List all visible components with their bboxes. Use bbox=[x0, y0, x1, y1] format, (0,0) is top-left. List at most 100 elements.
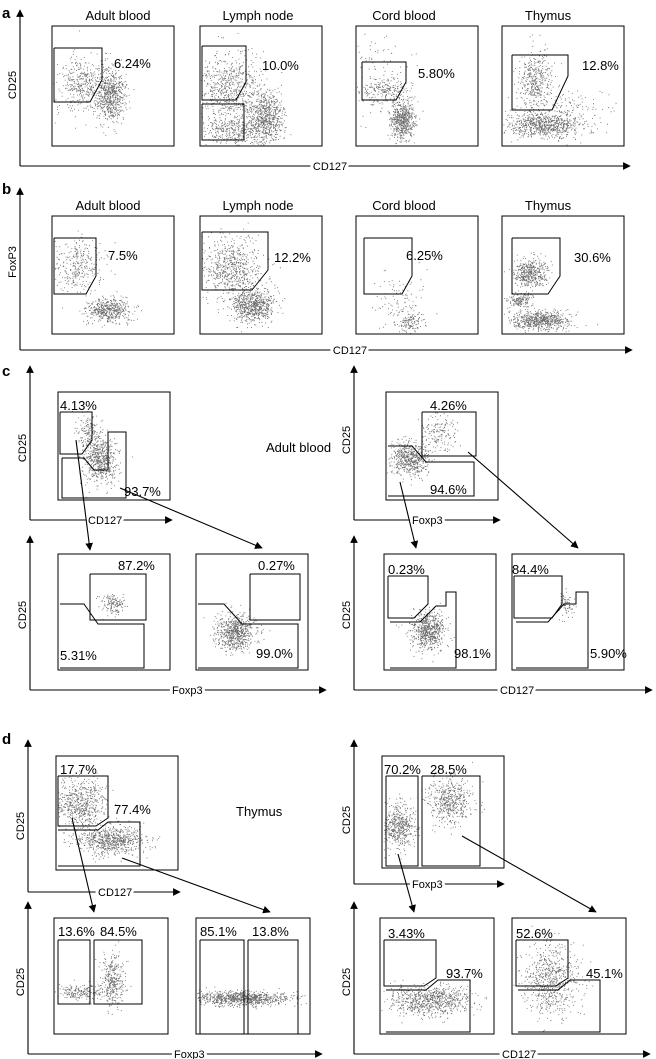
gating-arrow bbox=[397, 853, 416, 913]
plot-frame bbox=[55, 755, 179, 871]
gate bbox=[249, 573, 301, 621]
event-dots bbox=[503, 252, 599, 333]
gate bbox=[421, 411, 477, 457]
plot-title: Lymph node bbox=[222, 198, 293, 213]
y-axis-label: CD25 bbox=[17, 434, 29, 462]
plot-adult-blood: Adult blood 6.24% bbox=[51, 8, 175, 147]
gate-percent-hi: 4.26% bbox=[430, 398, 467, 413]
plot-frame bbox=[57, 553, 171, 671]
gate-percent: 7.5% bbox=[108, 248, 138, 263]
gate bbox=[383, 939, 437, 987]
gate-percent: 5.80% bbox=[418, 66, 455, 81]
gate bbox=[201, 231, 269, 291]
gate-b bbox=[93, 939, 143, 1005]
gate-b bbox=[247, 939, 299, 1035]
event-dots-path bbox=[197, 984, 307, 1010]
gate-percent: 30.6% bbox=[574, 250, 611, 265]
panel-letter-d: d bbox=[2, 731, 11, 748]
y-axis-label: CD25 bbox=[341, 601, 353, 629]
event-dots-path bbox=[201, 33, 292, 146]
event-dots-path bbox=[503, 252, 599, 333]
gate-percent-a: 13.6% bbox=[58, 924, 95, 939]
x-axis-label: CD127 bbox=[313, 161, 347, 173]
y-axis-label: FoxP3 bbox=[7, 246, 19, 278]
event-dots-path bbox=[72, 408, 133, 498]
panel-a: CD25 CD127 Adult blood 6.24% Lymph node … bbox=[7, 8, 631, 176]
event-dots bbox=[53, 30, 135, 136]
plot-frame bbox=[199, 215, 323, 335]
gate-percent-hi: 0.27% bbox=[258, 558, 295, 573]
gate-low bbox=[60, 603, 145, 669]
event-dots bbox=[513, 925, 594, 1032]
plot-c-left-sub1: 87.2% 5.31% bbox=[57, 553, 171, 671]
x-axis-label: Foxp3 bbox=[412, 515, 443, 527]
plot-frame bbox=[381, 755, 505, 869]
y-axis-label: CD25 bbox=[15, 968, 27, 996]
plot-frame bbox=[195, 553, 309, 671]
gate bbox=[385, 775, 419, 867]
plot-title: Cord blood bbox=[372, 8, 436, 23]
plot-d-left-top: 17.7% 77.4% bbox=[55, 755, 179, 871]
plot-title: Cord blood bbox=[372, 198, 436, 213]
event-dots-path bbox=[96, 594, 128, 620]
event-dots bbox=[197, 984, 307, 1010]
gate-percent-hi: 4.13% bbox=[60, 398, 97, 413]
plot-frame bbox=[355, 215, 479, 335]
plot-d-right-sub2: 52.6% 45.1% bbox=[511, 917, 627, 1035]
gate-percent-lo: 93.7% bbox=[124, 484, 161, 499]
gate-percent-a: 70.2% bbox=[384, 762, 421, 777]
plot-frame bbox=[51, 215, 175, 335]
plot-frame bbox=[57, 391, 171, 501]
panel-d: CD25 CD127 17.7% 77.4% CD25 Foxp3 13.6% … bbox=[15, 739, 651, 1059]
gate bbox=[511, 237, 561, 295]
plot-title: Lymph node bbox=[222, 8, 293, 23]
plot-cord-blood: Cord blood 5.80% bbox=[355, 8, 479, 147]
gate bbox=[199, 939, 245, 1035]
plot-d-right-sub1: 3.43% 93.7% bbox=[379, 917, 495, 1035]
gating-arrow bbox=[399, 481, 419, 549]
gate bbox=[511, 54, 569, 111]
gate-percent-b: 28.5% bbox=[430, 762, 467, 777]
panel-d-label: Thymus bbox=[236, 804, 283, 819]
plot-frame bbox=[511, 917, 627, 1035]
gating-arrow bbox=[71, 817, 97, 913]
plot-frame bbox=[501, 215, 625, 335]
plot-frame bbox=[511, 553, 625, 671]
gate-percent-b: 84.5% bbox=[100, 924, 137, 939]
x-axis-label: Foxp3 bbox=[172, 685, 203, 697]
gate-percent-b: 13.8% bbox=[252, 924, 289, 939]
y-axis-label: CD25 bbox=[341, 806, 353, 834]
y-axis-label: CD25 bbox=[17, 601, 29, 629]
event-dots-path bbox=[54, 230, 143, 328]
gate-percent: 10.0% bbox=[262, 58, 299, 73]
gating-arrow bbox=[119, 487, 263, 549]
gate-percent-hi: 17.7% bbox=[60, 762, 97, 777]
y-axis-label: CD25 bbox=[341, 426, 353, 454]
gate-percent-lo: 98.1% bbox=[454, 646, 491, 661]
plot-d-right-top: 70.2% 28.5% bbox=[381, 755, 505, 869]
plot-c-right-sub1: 0.23% 98.1% bbox=[383, 553, 497, 671]
gate-b bbox=[421, 775, 481, 867]
x-axis-label: CD127 bbox=[88, 515, 122, 527]
plot-frame bbox=[51, 25, 175, 147]
plot-c-right-top: 4.26% 94.6% bbox=[385, 391, 499, 501]
gate bbox=[89, 573, 147, 621]
event-dots-path bbox=[57, 769, 161, 863]
plot-thymus: Thymus 30.6% bbox=[501, 198, 625, 335]
gate bbox=[57, 775, 109, 827]
panel-letter-b: b bbox=[2, 181, 11, 198]
plot-lymph-node: Lymph node 12.2% bbox=[199, 198, 323, 335]
gate-percent-lo: 94.6% bbox=[430, 482, 467, 497]
gate bbox=[363, 237, 413, 295]
x-axis-label: CD127 bbox=[333, 345, 367, 357]
gate-percent-lo: 93.7% bbox=[446, 966, 483, 981]
gate-low bbox=[518, 979, 601, 1033]
panel-letter-a: a bbox=[2, 5, 11, 22]
event-dots bbox=[503, 34, 617, 146]
plot-title: Thymus bbox=[525, 8, 572, 23]
panel-b: FoxP3 CD127 Adult blood 7.5% Lymph node … bbox=[7, 187, 633, 360]
gate-percent: 12.8% bbox=[582, 58, 619, 73]
x-axis-label: Foxp3 bbox=[412, 879, 443, 891]
event-dots-path bbox=[396, 602, 455, 663]
